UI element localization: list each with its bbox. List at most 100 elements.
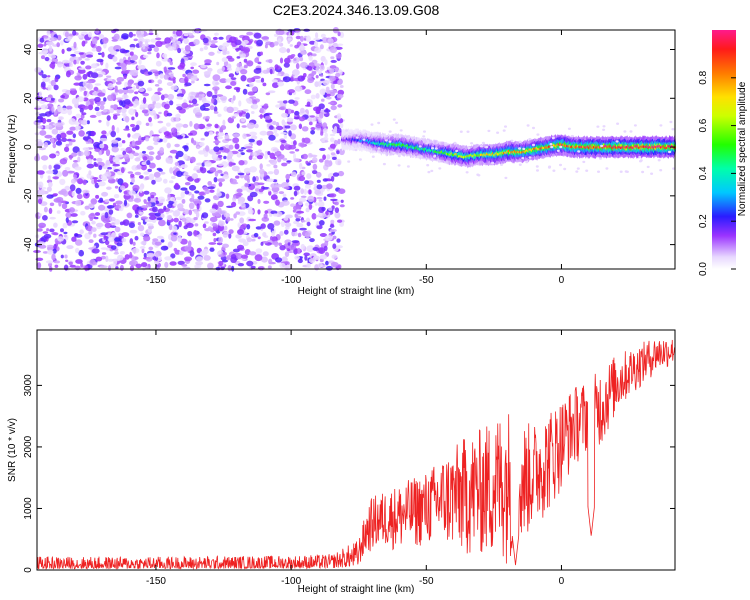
noise-cell	[121, 94, 129, 100]
ridge-halo-cell	[518, 147, 521, 150]
ridge-halo-cell	[657, 159, 661, 162]
noise-cell	[201, 212, 209, 219]
noise-cell	[40, 81, 46, 88]
noise-cell	[87, 31, 93, 38]
noise-cell	[162, 137, 168, 143]
noise-cell	[330, 56, 335, 60]
noise-cell	[126, 212, 133, 219]
tick-label: -50	[419, 275, 434, 286]
noise-cell	[169, 261, 177, 266]
noise-cell	[123, 74, 127, 80]
noise-cell	[222, 51, 227, 55]
noise-cell	[281, 200, 290, 206]
noise-cell	[337, 264, 342, 270]
noise-cell	[93, 87, 99, 91]
noise-cell	[229, 36, 237, 43]
noise-cell	[90, 130, 95, 137]
noise-cell	[99, 143, 105, 149]
noise-cell	[169, 167, 174, 174]
noise-cell	[241, 53, 246, 58]
noise-cell	[158, 111, 162, 115]
noise-cell	[202, 223, 207, 229]
noise-cell	[107, 94, 114, 102]
noise-cell	[230, 77, 237, 80]
noise-cell	[172, 203, 178, 207]
noise-cell	[142, 103, 149, 109]
noise-cell	[339, 204, 345, 208]
noise-cell	[175, 117, 180, 122]
ridge-halo-cell	[639, 159, 643, 162]
ridge-halo-cell	[547, 166, 551, 169]
noise-cell	[54, 76, 59, 83]
noise-cell	[287, 242, 291, 246]
noise-cell	[182, 145, 188, 149]
noise-cell	[65, 143, 70, 147]
noise-cell	[337, 43, 344, 46]
noise-cell	[293, 153, 296, 160]
noise-cell	[339, 221, 344, 227]
noise-cell	[323, 245, 328, 251]
noise-cell	[228, 144, 234, 150]
noise-cell	[193, 168, 198, 171]
noise-cell	[121, 112, 127, 117]
noise-cell	[296, 223, 304, 228]
noise-cell	[176, 93, 184, 98]
noise-cell	[183, 36, 188, 39]
noise-cell	[336, 94, 344, 99]
noise-cell	[125, 86, 133, 89]
noise-cell	[293, 185, 301, 191]
noise-cell	[203, 83, 211, 87]
tick-label: 3000	[23, 374, 34, 397]
noise-cell	[84, 150, 90, 157]
noise-cell	[162, 53, 168, 59]
noise-cell	[247, 209, 254, 215]
noise-cell	[85, 225, 93, 232]
noise-cell	[149, 122, 153, 127]
tick-label: 0.8	[698, 70, 709, 84]
noise-cell	[268, 59, 273, 64]
noise-cell	[68, 261, 73, 266]
noise-cell	[175, 123, 184, 128]
ridge-halo-cell	[597, 170, 600, 173]
noise-cell	[149, 162, 156, 169]
noise-cell	[51, 128, 59, 135]
noise-cell	[57, 236, 64, 242]
noise-cell	[52, 169, 58, 175]
noise-cell	[79, 108, 84, 113]
noise-cell	[147, 103, 155, 110]
noise-cell	[107, 258, 114, 262]
noise-cell	[214, 135, 219, 141]
noise-cell	[88, 203, 93, 207]
noise-cell	[154, 176, 163, 183]
noise-cell	[183, 171, 189, 176]
tick-label: 1000	[23, 497, 34, 520]
noise-cell	[152, 238, 159, 242]
noise-cell	[196, 203, 200, 210]
noise-cell	[199, 142, 205, 147]
noise-cell	[306, 66, 313, 71]
noise-cell	[71, 191, 76, 197]
noise-cell	[284, 222, 292, 228]
noise-cell	[268, 134, 276, 141]
noise-cell	[95, 148, 101, 153]
noise-cell	[231, 165, 240, 172]
noise-cell	[213, 106, 218, 113]
noise-cell	[114, 66, 122, 70]
noise-cell	[285, 173, 291, 180]
noise-cell	[223, 148, 230, 153]
noise-cell	[332, 129, 338, 134]
noise-cell	[246, 122, 255, 129]
noise-cell	[43, 206, 48, 213]
noise-cell	[34, 67, 42, 73]
noise-cell	[314, 47, 322, 53]
noise-cell	[210, 43, 216, 47]
ridge-halo-cell	[453, 141, 457, 145]
noise-cell	[248, 138, 255, 143]
noise-cell	[148, 32, 154, 36]
noise-cell	[223, 155, 227, 160]
noise-cell	[255, 226, 262, 230]
noise-cell	[109, 216, 116, 222]
noise-cell	[250, 265, 256, 269]
ridge-halo-cell	[536, 169, 539, 172]
noise-cell	[282, 193, 287, 197]
